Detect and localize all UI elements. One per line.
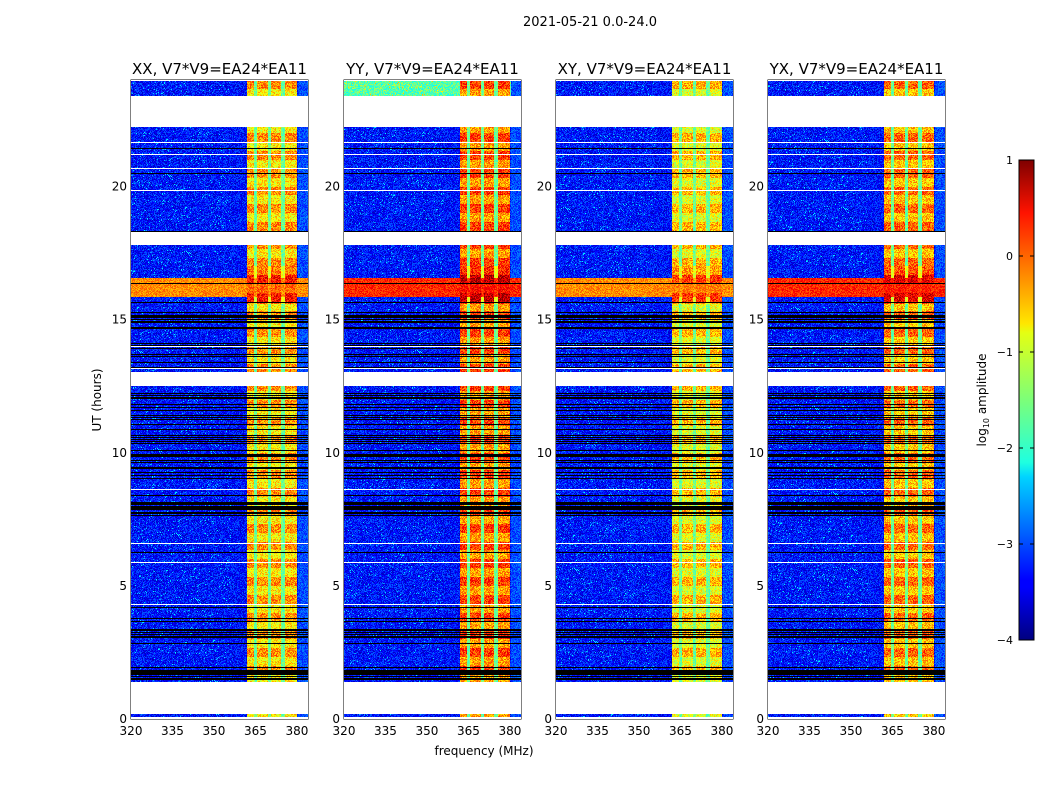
y-tick-label: 5 bbox=[544, 579, 552, 593]
x-tick-label: 320 bbox=[757, 724, 780, 738]
x-tick-label: 365 bbox=[244, 724, 267, 738]
y-tick-label: 0 bbox=[119, 712, 127, 726]
x-tick-label: 335 bbox=[586, 724, 609, 738]
y-tick-label: 20 bbox=[537, 180, 552, 194]
x-tick-label: 365 bbox=[669, 724, 692, 738]
y-tick-label: 0 bbox=[544, 712, 552, 726]
panel-title-xx: XX, V7*V9=EA24*EA11 bbox=[132, 60, 307, 78]
x-tick-label: 320 bbox=[120, 724, 143, 738]
x-tick-label: 350 bbox=[416, 724, 439, 738]
colorbar: −4 −3 −2 −1 0 1 log10 amplitude bbox=[975, 154, 1035, 647]
colorbar-gradient bbox=[1018, 159, 1035, 641]
colorbar-tick-label: −1 bbox=[997, 346, 1013, 359]
x-tick-label: 380 bbox=[498, 724, 521, 738]
x-tick-label: 350 bbox=[203, 724, 226, 738]
y-tick-label: 10 bbox=[112, 446, 127, 460]
panel-yx: YX, V7*V9=EA24*EA11 320 335 350 365 380 0 5 10 15… bbox=[749, 60, 946, 738]
panel-title-xy: XY, V7*V9=EA24*EA11 bbox=[558, 60, 732, 78]
colorbar-tick-label: −3 bbox=[997, 538, 1013, 551]
colorbar-label: log10 amplitude bbox=[975, 354, 991, 447]
x-tick-label: 335 bbox=[374, 724, 397, 738]
x-tick-label: 380 bbox=[285, 724, 308, 738]
colorbar-tick-label: −4 bbox=[997, 634, 1013, 647]
figure-title: 2021-05-21 0.0-24.0 bbox=[523, 15, 657, 30]
y-tick-label: 20 bbox=[112, 180, 127, 194]
y-tick-label: 5 bbox=[756, 579, 764, 593]
heatmap-xy bbox=[556, 80, 733, 719]
x-tick-label: 350 bbox=[628, 724, 651, 738]
y-tick-label: 0 bbox=[332, 712, 340, 726]
heatmap-yx bbox=[768, 80, 945, 719]
x-tick-label: 380 bbox=[710, 724, 733, 738]
colorbar-tick-label: −2 bbox=[997, 442, 1013, 455]
y-tick-label: 20 bbox=[325, 180, 340, 194]
colorbar-tick-label: 0 bbox=[1006, 250, 1013, 263]
y-tick-label: 10 bbox=[325, 446, 340, 460]
x-tick-label: 365 bbox=[457, 724, 480, 738]
y-tick-label: 10 bbox=[749, 446, 764, 460]
y-tick-label: 20 bbox=[749, 180, 764, 194]
heatmap-yy bbox=[344, 80, 521, 719]
x-tick-label: 335 bbox=[798, 724, 821, 738]
heatmap-xx bbox=[131, 80, 308, 719]
y-tick-label: 10 bbox=[537, 446, 552, 460]
x-tick-label: 365 bbox=[881, 724, 904, 738]
x-tick-label: 380 bbox=[922, 724, 945, 738]
x-tick-label: 320 bbox=[333, 724, 356, 738]
panel-title-yy: YY, V7*V9=EA24*EA11 bbox=[345, 60, 519, 78]
y-tick-label: 15 bbox=[112, 313, 127, 327]
y-tick-label: 0 bbox=[756, 712, 764, 726]
y-tick-label: 5 bbox=[119, 579, 127, 593]
x-tick-label: 350 bbox=[840, 724, 863, 738]
colorbar-tick-label: 1 bbox=[1006, 154, 1013, 167]
y-tick-label: 15 bbox=[325, 313, 340, 327]
x-tick-label: 320 bbox=[545, 724, 568, 738]
y-tick-label: 15 bbox=[749, 313, 764, 327]
y-tick-label: 15 bbox=[537, 313, 552, 327]
y-axis-label: UT (hours) bbox=[90, 368, 104, 431]
panel-xx: XX, V7*V9=EA24*EA11 320 335 350 365 380 0 5 10 15… bbox=[112, 60, 309, 738]
panel-title-yx: YX, V7*V9=EA24*EA11 bbox=[769, 60, 944, 78]
x-tick-label: 335 bbox=[161, 724, 184, 738]
x-axis-label: frequency (MHz) bbox=[434, 744, 533, 758]
y-tick-label: 5 bbox=[332, 579, 340, 593]
